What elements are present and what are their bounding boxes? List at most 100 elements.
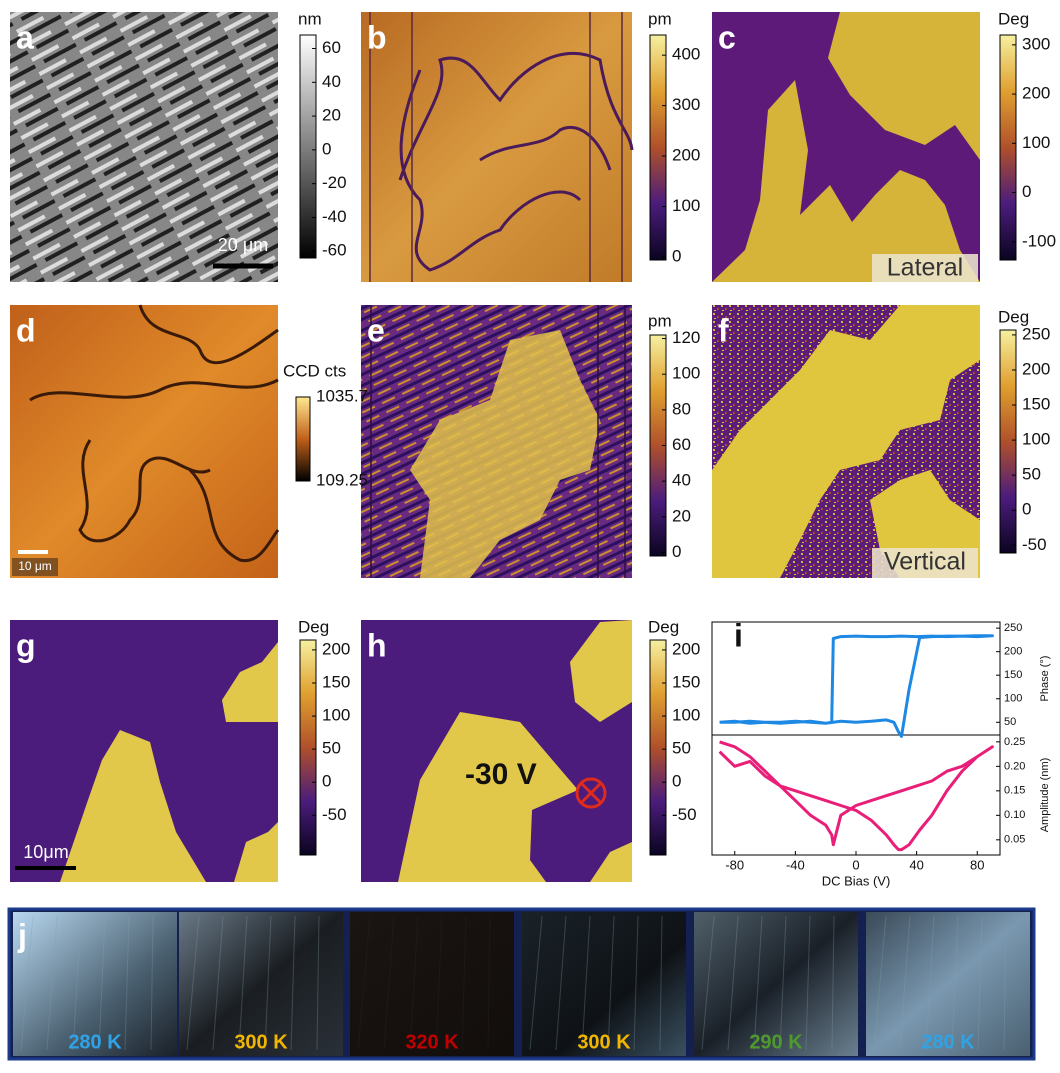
plot-frame bbox=[712, 622, 1000, 855]
x-tick-label: -80 bbox=[725, 857, 744, 872]
image-h bbox=[361, 620, 632, 882]
colorbar-tick-label: -50 bbox=[322, 805, 347, 824]
data-line bbox=[720, 636, 993, 737]
panel-label: a bbox=[16, 19, 34, 55]
colorbar bbox=[300, 640, 316, 855]
y-tick-label: 150 bbox=[1004, 669, 1022, 681]
colorbar-tick-label: 0 bbox=[672, 246, 681, 265]
panel-label: g bbox=[16, 627, 36, 663]
y-tick-label: 0.20 bbox=[1004, 760, 1025, 772]
panel-label: j bbox=[17, 917, 27, 953]
colorbar-tick-label: 100 bbox=[322, 706, 350, 725]
colorbar-tick-label: 0 bbox=[672, 772, 681, 791]
colorbar-tick-label: 0 bbox=[1022, 182, 1031, 201]
colorbar-tick-label: 200 bbox=[672, 146, 700, 165]
colorbar-unit: pm bbox=[648, 9, 672, 28]
colorbar-tick-label: 50 bbox=[1022, 465, 1041, 484]
colorbar-tick-label: -50 bbox=[1022, 535, 1047, 554]
colorbar-tick-label: -100 bbox=[1022, 231, 1056, 250]
colorbar-tick-label: -50 bbox=[672, 805, 697, 824]
colorbar-tick-label: 40 bbox=[672, 471, 691, 490]
image-e bbox=[361, 305, 632, 578]
colorbar-tick-label: 200 bbox=[1022, 84, 1050, 103]
y-tick-label: 200 bbox=[1004, 646, 1022, 658]
temperature-label: 290 K bbox=[749, 1031, 803, 1053]
panel-label: d bbox=[16, 312, 36, 348]
x-tick-label: 40 bbox=[909, 857, 923, 872]
colorbar-tick-label: 100 bbox=[1022, 430, 1050, 449]
y-tick-label: 0.15 bbox=[1004, 785, 1025, 797]
colorbar-unit: Deg bbox=[298, 617, 329, 636]
scale-bar-label: 20 μm bbox=[218, 235, 268, 255]
colorbar-unit: pm bbox=[648, 311, 672, 330]
y-tick-label: 0.25 bbox=[1004, 736, 1025, 748]
x-axis-label: DC Bias (V) bbox=[822, 873, 891, 888]
colorbar-tick-label: 100 bbox=[672, 706, 700, 725]
colorbar bbox=[650, 640, 666, 855]
colorbar-unit: Deg bbox=[998, 9, 1029, 28]
figure: anm6040200-20-40-6020 μmbpm4003002001000… bbox=[0, 0, 1060, 1068]
mode-label: Vertical bbox=[884, 548, 966, 576]
colorbar-tick-label: 100 bbox=[672, 196, 700, 215]
colorbar-unit: CCD cts bbox=[283, 361, 346, 380]
colorbar-tick-label: 60 bbox=[322, 38, 341, 57]
temperature-label: 320 K bbox=[405, 1031, 459, 1053]
colorbar bbox=[296, 397, 310, 481]
y-tick-label: 250 bbox=[1004, 622, 1022, 634]
colorbar-tick-label: 109.25 bbox=[316, 470, 368, 489]
colorbar-tick-label: 20 bbox=[672, 506, 691, 525]
colorbar-tick-label: 120 bbox=[672, 328, 700, 347]
colorbar-tick-label: 100 bbox=[672, 364, 700, 383]
colorbar-tick-label: 0 bbox=[322, 139, 331, 158]
colorbar bbox=[1000, 330, 1016, 553]
panel-label: i bbox=[734, 617, 743, 653]
temperature-label: 280 K bbox=[921, 1031, 975, 1053]
panel-label: h bbox=[367, 627, 387, 663]
colorbar-tick-label: 200 bbox=[1022, 359, 1050, 378]
data-line bbox=[720, 742, 993, 850]
colorbar-tick-label: -60 bbox=[322, 241, 347, 260]
colorbar-tick-label: 60 bbox=[672, 435, 691, 454]
temperature-label: 280 K bbox=[68, 1031, 122, 1053]
panel-label: c bbox=[718, 19, 736, 55]
colorbar-tick-label: 200 bbox=[322, 639, 350, 658]
colorbar-unit: nm bbox=[298, 9, 322, 28]
colorbar-tick-label: 0 bbox=[322, 772, 331, 791]
y-tick-label: 0.05 bbox=[1004, 834, 1025, 846]
panel-label: b bbox=[367, 19, 387, 55]
colorbar-tick-label: 300 bbox=[1022, 34, 1050, 53]
colorbar-tick-label: 150 bbox=[672, 672, 700, 691]
colorbar-tick-label: 150 bbox=[322, 672, 350, 691]
colorbar-tick-label: 0 bbox=[1022, 500, 1031, 519]
bias-annotation: -30 V bbox=[465, 758, 537, 791]
scale-bar-label: 10μm bbox=[23, 842, 68, 862]
colorbar-tick-label: 150 bbox=[1022, 395, 1050, 414]
y-tick-label: 0.10 bbox=[1004, 809, 1025, 821]
image-b bbox=[361, 12, 632, 282]
colorbar bbox=[650, 35, 666, 260]
colorbar-tick-label: 50 bbox=[672, 739, 691, 758]
image-c bbox=[712, 12, 980, 282]
y-tick-label: 100 bbox=[1004, 693, 1022, 705]
x-tick-label: 80 bbox=[970, 857, 984, 872]
temperature-label: 300 K bbox=[577, 1031, 631, 1053]
colorbar-tick-label: 200 bbox=[672, 639, 700, 658]
colorbar-tick-label: -20 bbox=[322, 173, 347, 192]
image-f bbox=[712, 305, 980, 578]
colorbar-tick-label: 0 bbox=[672, 542, 681, 561]
colorbar-tick-label: 50 bbox=[322, 739, 341, 758]
x-tick-label: -40 bbox=[786, 857, 805, 872]
colorbar-tick-label: 400 bbox=[672, 45, 700, 64]
mode-label: Lateral bbox=[887, 254, 963, 282]
colorbar-unit: Deg bbox=[648, 617, 679, 636]
colorbar-tick-label: -40 bbox=[322, 207, 347, 226]
y-tick-label: 50 bbox=[1004, 716, 1016, 728]
colorbar-tick-label: 100 bbox=[1022, 133, 1050, 152]
x-tick-label: 0 bbox=[852, 857, 859, 872]
panel-label: f bbox=[718, 312, 729, 348]
y-axis-label: Phase (°) bbox=[1039, 656, 1051, 702]
colorbar-tick-label: 300 bbox=[672, 95, 700, 114]
panel-label: e bbox=[367, 312, 385, 348]
y-axis-label: Amplitude (nm) bbox=[1039, 758, 1051, 833]
colorbar bbox=[300, 35, 316, 258]
